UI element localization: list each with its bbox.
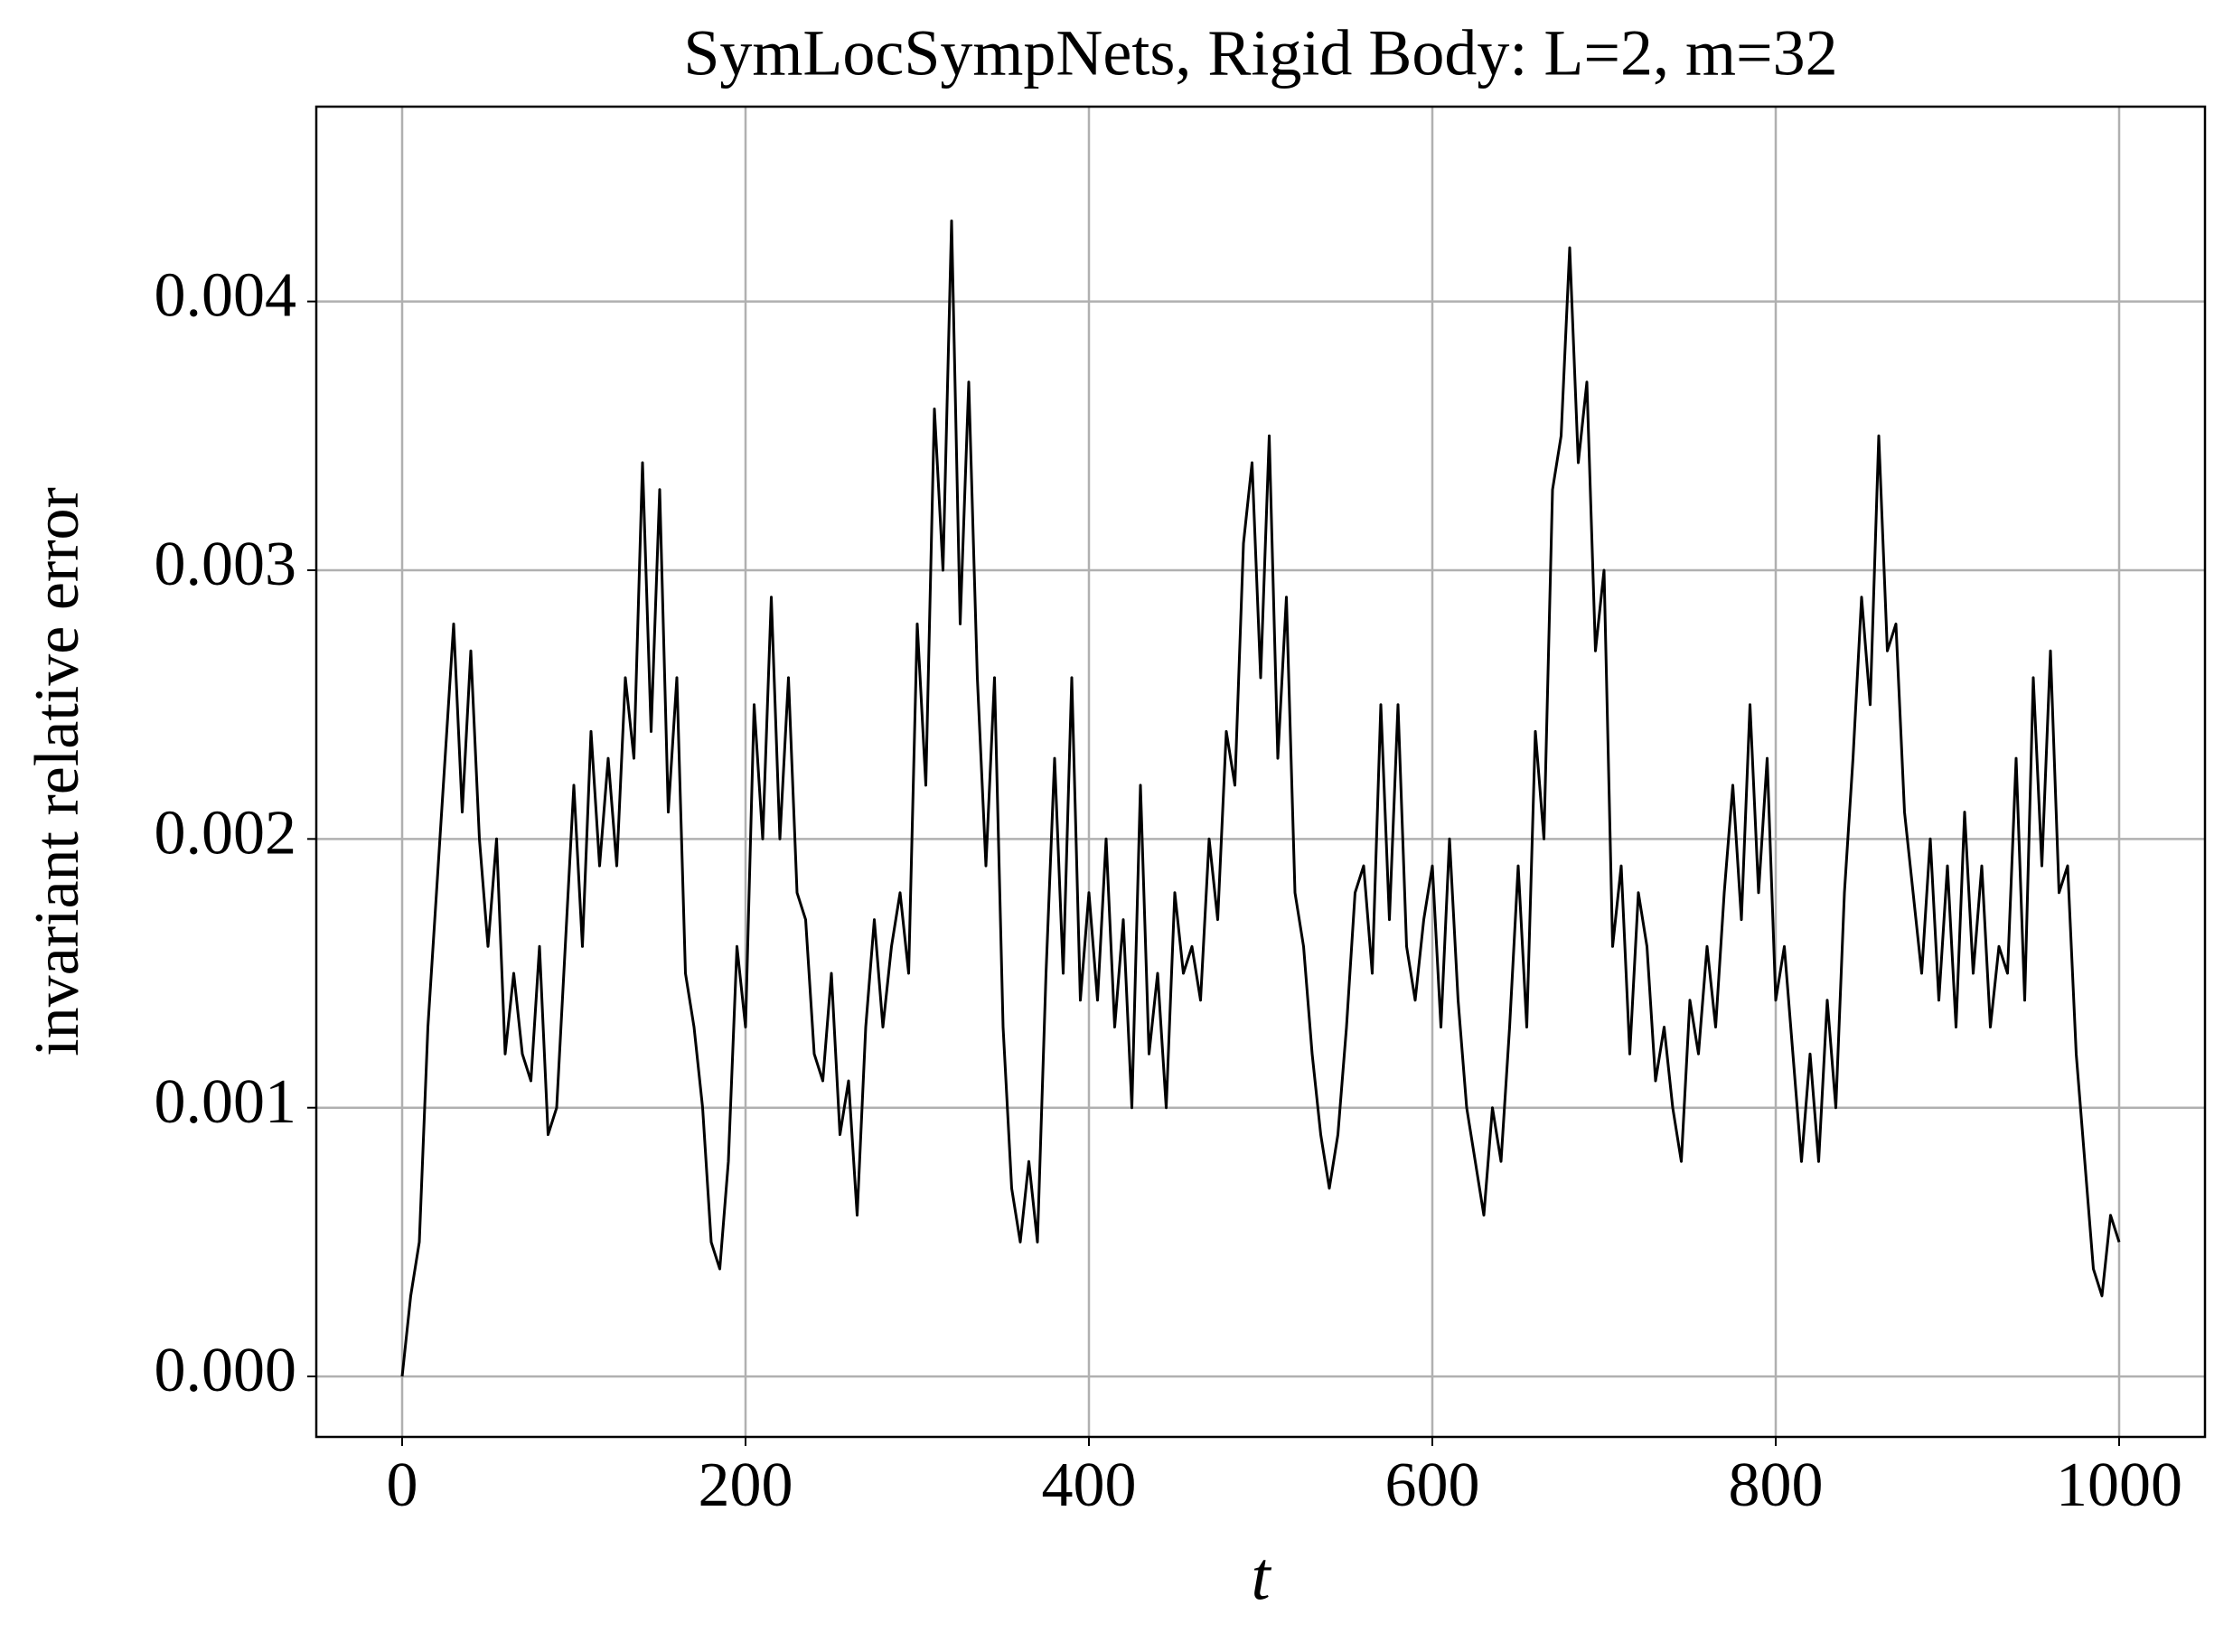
x-tick-label: 1000 (2056, 1450, 2182, 1520)
x-tick-label: 800 (1729, 1450, 1824, 1520)
chart-title: SymLocSympNets, Rigid Body: L=2, m=32 (683, 17, 1837, 89)
y-axis-label: invariant relative error (23, 487, 92, 1056)
data-line (400, 219, 2121, 1377)
y-tick-label: 0.003 (155, 530, 297, 599)
x-axis-label: t (1251, 1538, 1271, 1614)
y-tick-label: 0.004 (155, 261, 297, 331)
x-tick-label: 400 (1042, 1450, 1137, 1520)
x-tick-label: 200 (699, 1450, 793, 1520)
y-tick-label: 0.001 (155, 1067, 297, 1137)
y-tick-label: 0.000 (155, 1336, 297, 1405)
x-tick-label: 0 (387, 1450, 418, 1520)
y-tick-label: 0.002 (155, 798, 297, 868)
x-tick-label: 600 (1385, 1450, 1480, 1520)
plot-frame (314, 105, 2207, 1439)
